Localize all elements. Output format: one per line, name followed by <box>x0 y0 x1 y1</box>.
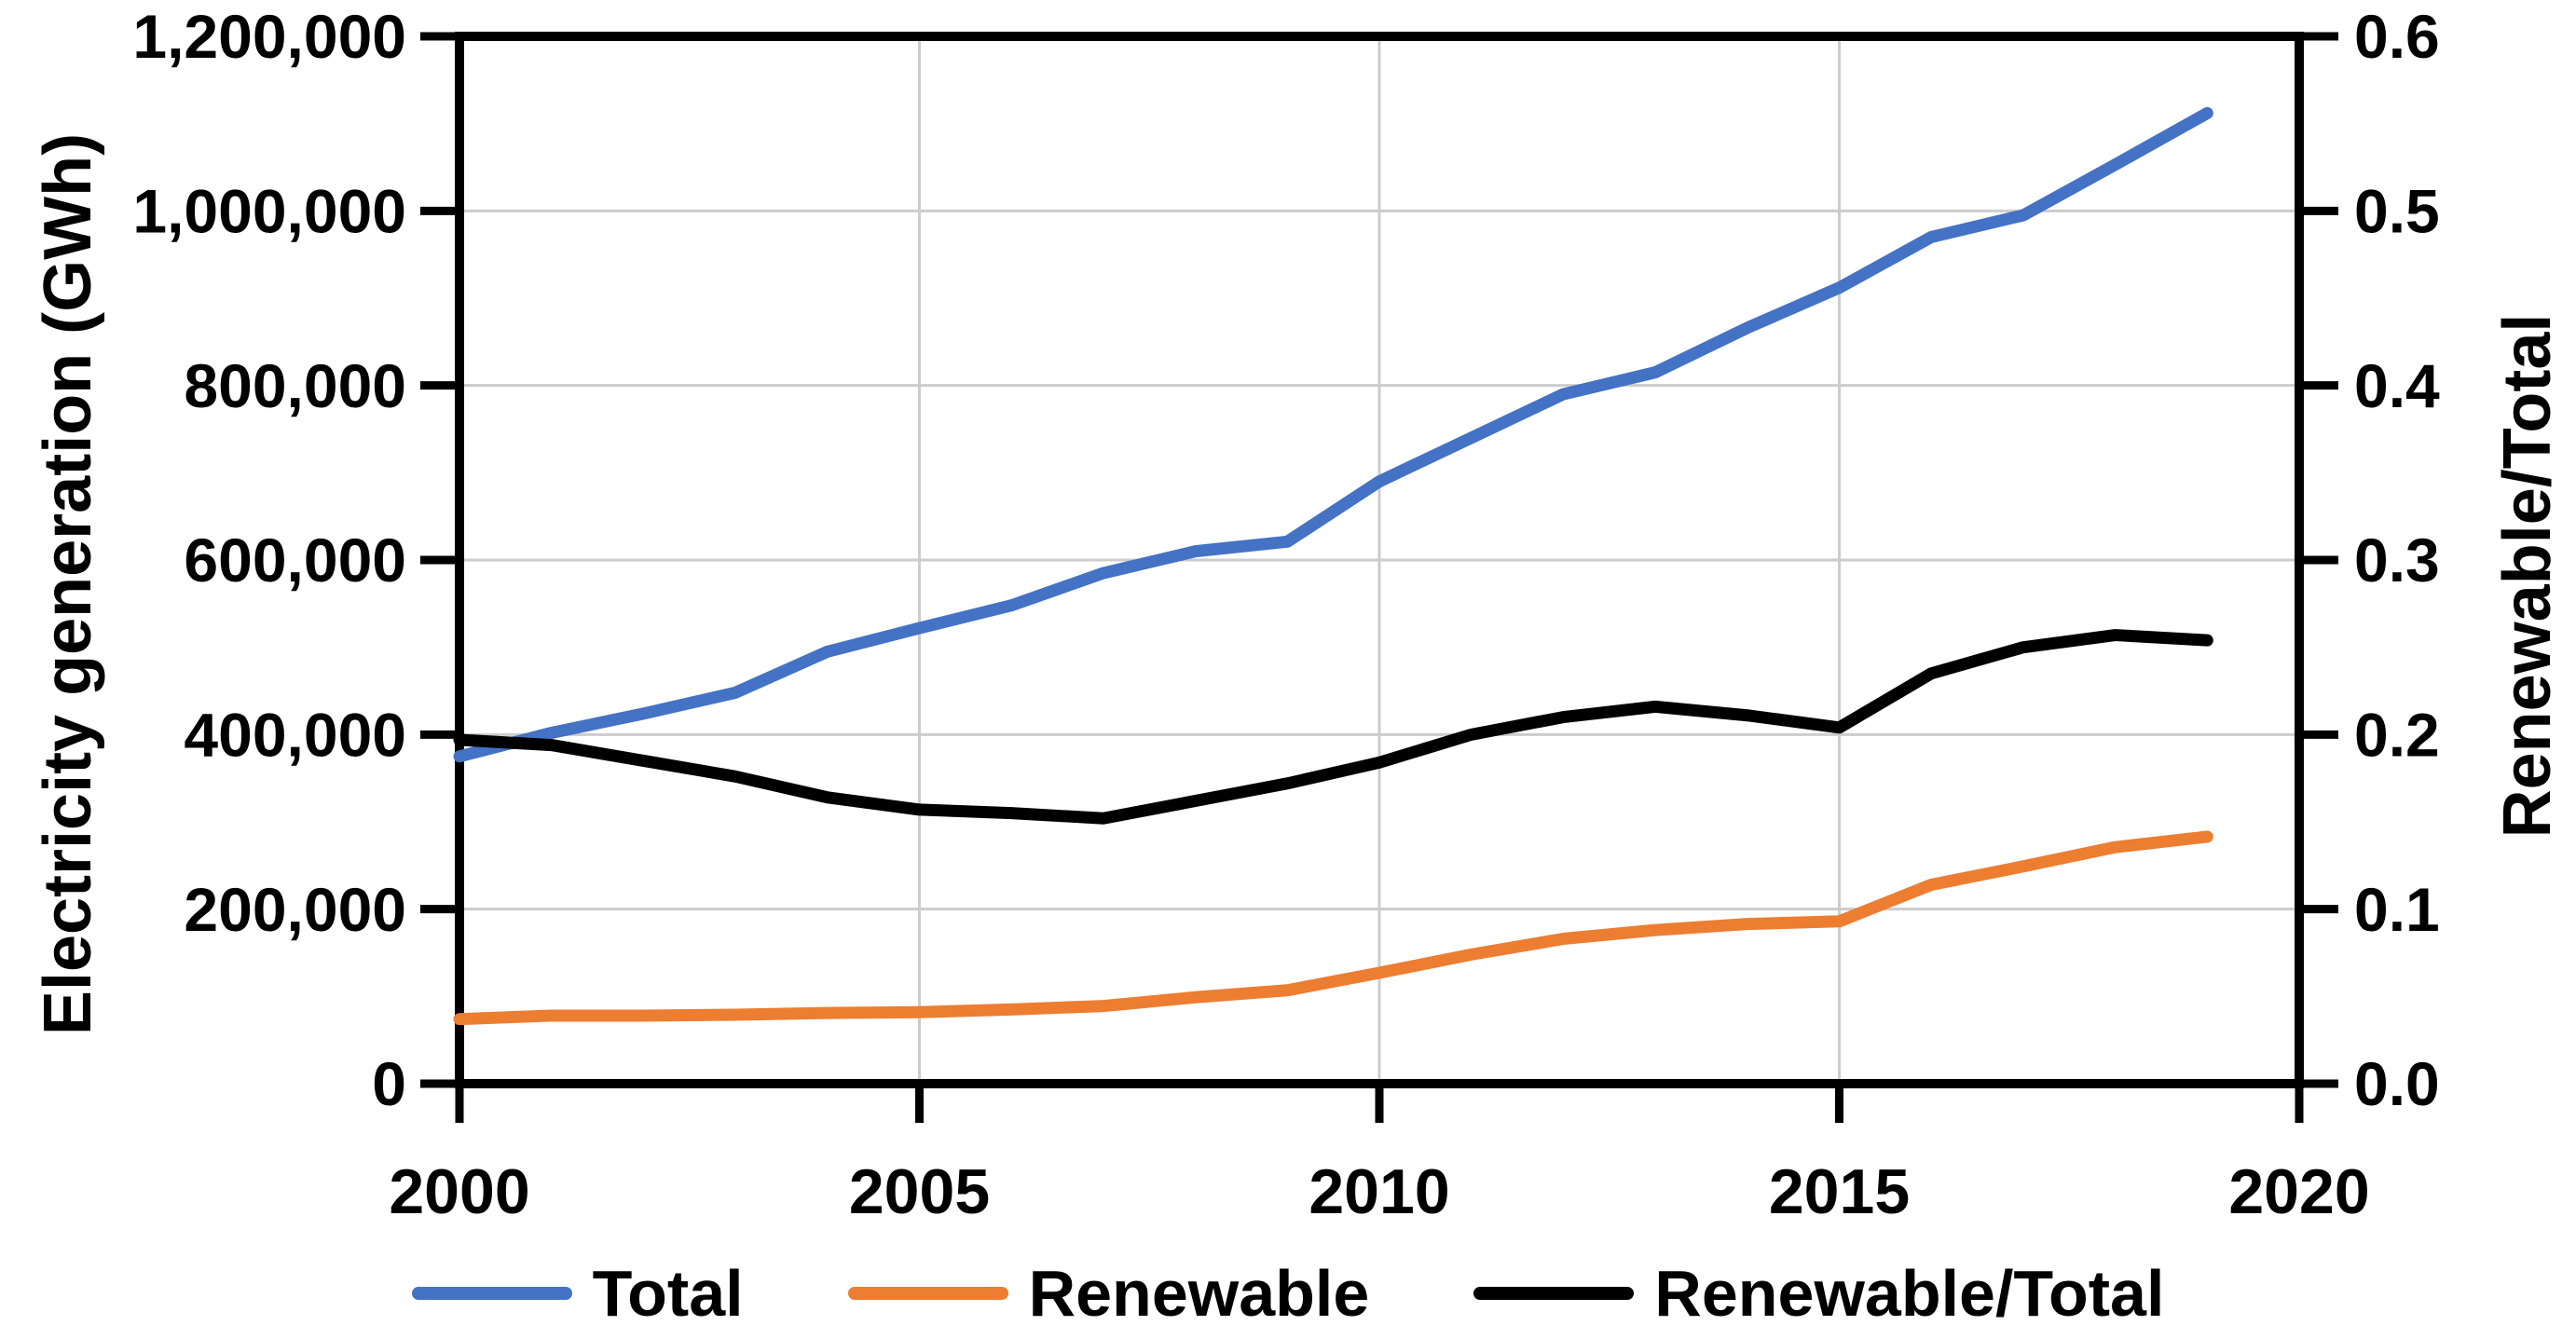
right-axis-tick-label: 0.2 <box>2354 700 2440 769</box>
legend-marker-renewable-total <box>1473 1287 1635 1300</box>
legend-item-renewable-total: Renewable/Total <box>1473 1256 2164 1331</box>
x-axis-tick-label: 2010 <box>1309 1156 1449 1227</box>
left-axis-tick-label: 400,000 <box>184 700 406 769</box>
left-axis-title: Electricity generation (GWh) <box>31 132 105 1036</box>
series-line-total <box>453 106 2213 763</box>
legend-label-total: Total <box>592 1257 744 1330</box>
left-axis-tick-label: 800,000 <box>184 351 406 420</box>
legend-marker-renewable <box>847 1287 1008 1300</box>
legend-label-renewable: Renewable <box>1028 1257 1370 1330</box>
left-axis-tick-label: 200,000 <box>184 875 406 944</box>
legend-item-renewable: Renewable <box>847 1256 1370 1331</box>
right-axis-tick-label: 0.3 <box>2354 526 2440 594</box>
right-axis-tick-label: 0.1 <box>2354 875 2440 944</box>
right-axis-tick-label: 0.6 <box>2354 2 2440 71</box>
legend-item-total: Total <box>411 1256 744 1331</box>
right-axis-tick-label: 0.4 <box>2354 351 2440 420</box>
left-axis-tick-label: 600,000 <box>184 526 406 594</box>
legend: Total Renewable Renewable/Total <box>0 1247 2576 1339</box>
right-axis-title: Renewable/Total <box>2490 313 2565 839</box>
right-axis-tick-label: 0.5 <box>2354 176 2440 245</box>
legend-marker-total <box>411 1287 572 1300</box>
x-axis-tick-label: 2015 <box>1769 1156 1910 1227</box>
x-axis-tick-label: 2000 <box>389 1156 529 1227</box>
series-line-renewable-total <box>453 629 2213 825</box>
left-axis-tick-label: 1,200,000 <box>132 2 406 71</box>
x-axis-tick-label: 2005 <box>849 1156 990 1227</box>
x-axis-tick-label: 2020 <box>2228 1156 2369 1227</box>
left-axis-tick-label: 1,000,000 <box>132 176 406 245</box>
series-line-renewable <box>453 830 2213 1026</box>
legend-label-renewable-total: Renewable/Total <box>1654 1257 2165 1330</box>
right-axis-tick-label: 0.0 <box>2354 1049 2440 1118</box>
left-axis-tick-label: 0 <box>372 1049 406 1118</box>
